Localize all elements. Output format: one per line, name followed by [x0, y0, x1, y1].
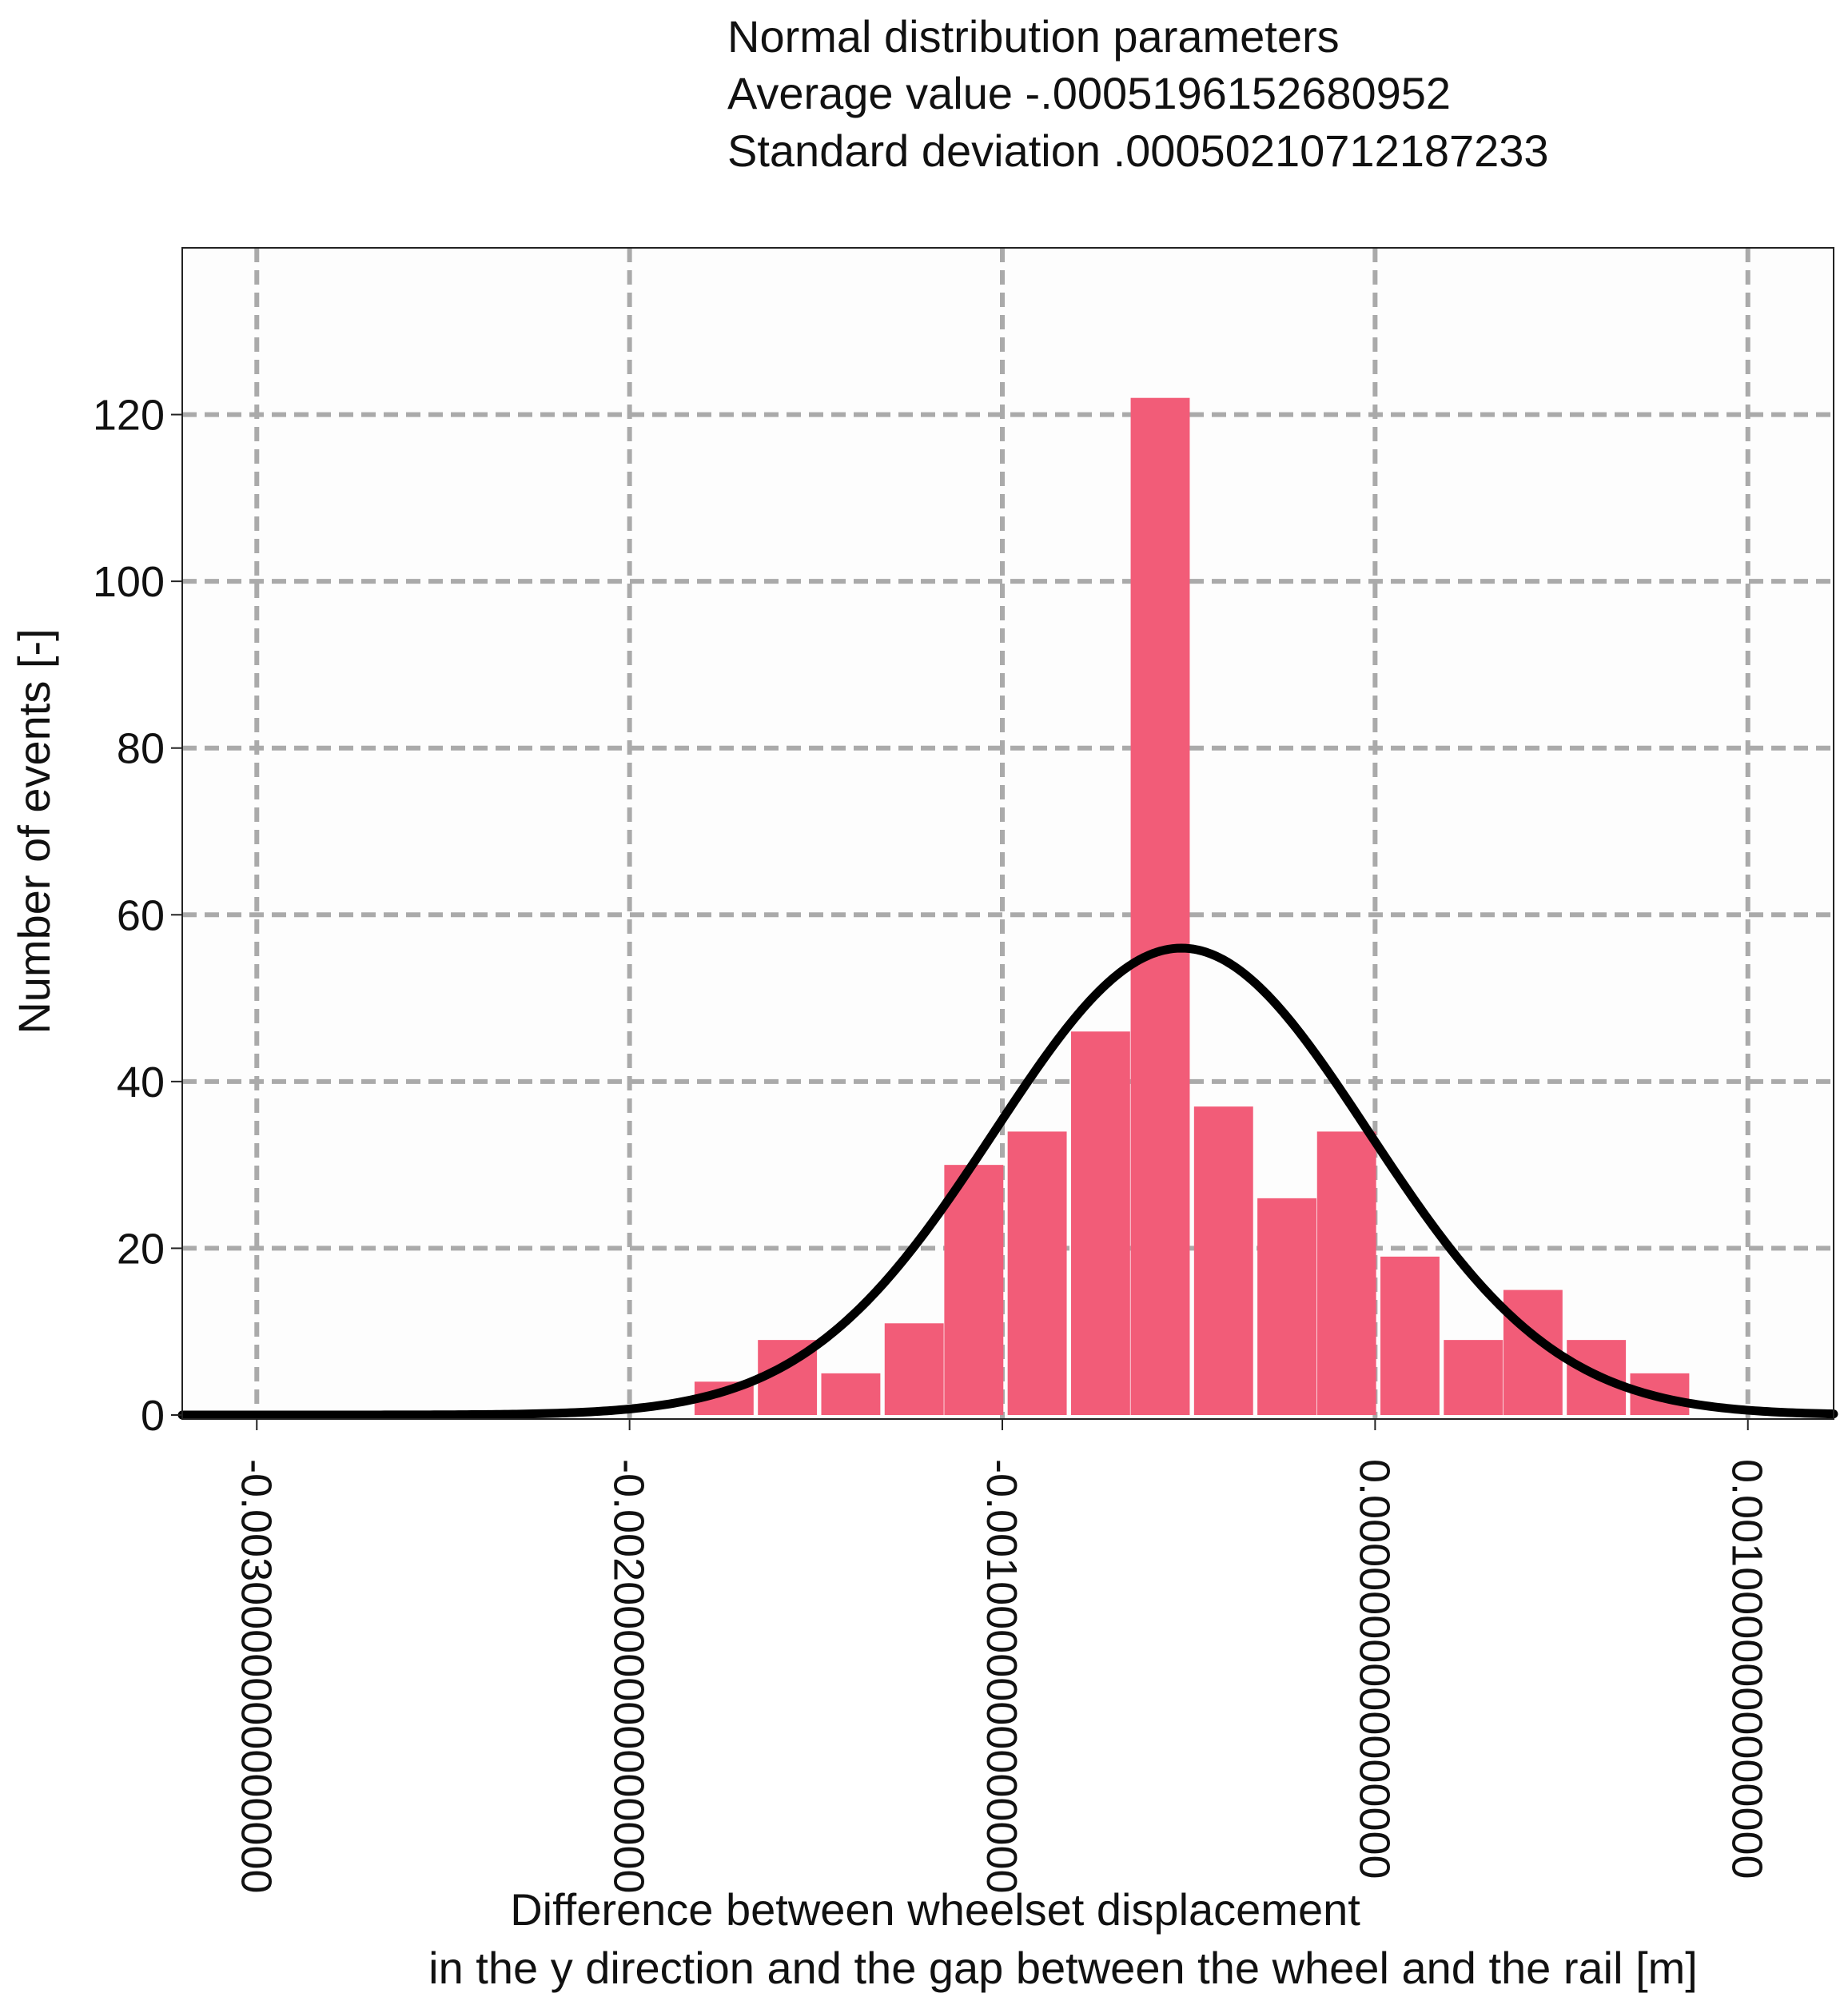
x-tick-label: -0.0030000000000000 [232, 1459, 280, 1894]
x-axis-title-line1: Difference between wheelset displacement [510, 1884, 1360, 1935]
y-tick-label: 120 [93, 392, 165, 440]
x-tick-label: 0.0000000000000000 [1350, 1459, 1398, 1879]
y-tick-label: 20 [117, 1225, 165, 1273]
info-title: Normal distribution parameters [727, 11, 1340, 62]
x-axis-title-line2: in the y direction and the gap between t… [428, 1943, 1698, 1993]
y-axis-title: Number of events [-] [9, 628, 59, 1034]
histogram-bar [821, 1373, 881, 1415]
x-tick-label: 0.0010000000000000 [1723, 1459, 1771, 1879]
x-tick-label: -0.0020000000000000 [605, 1459, 653, 1894]
normal-curve-layer [177, 943, 1838, 1420]
histogram-bar [1130, 397, 1190, 1415]
normal-fit-curve [177, 943, 1838, 1420]
histogram-bar [1316, 1131, 1376, 1415]
info-average-value: Average value -.0005196152680952 [727, 68, 1451, 118]
histogram-bar [1257, 1198, 1317, 1415]
y-tick-label: 60 [117, 891, 165, 939]
x-axis-ticks: -0.0030000000000000 -0.0020000000000000 -0… [232, 1419, 1771, 1894]
histogram-bar [944, 1165, 1004, 1415]
y-tick-label: 40 [117, 1058, 165, 1106]
histogram-bar [1193, 1106, 1253, 1415]
info-standard-deviation: Standard deviation .00050210712187233 [727, 126, 1549, 176]
histogram-bar [1380, 1256, 1440, 1415]
histogram-bar [1070, 1031, 1130, 1415]
histogram-bar [1007, 1131, 1067, 1415]
plot-frame [181, 247, 1834, 1420]
histogram-bar [1444, 1340, 1503, 1415]
distribution-parameters: Normal distribution parameters Average v… [727, 11, 1549, 176]
y-tick-label: 100 [93, 558, 165, 606]
y-tick-label: 80 [117, 725, 165, 773]
y-tick-label: 0 [141, 1392, 165, 1440]
histogram-bar [884, 1323, 944, 1415]
y-axis-ticks: 0 20 40 60 80 100 120 [93, 392, 182, 1440]
x-tick-label: -0.0010000000000000 [978, 1459, 1026, 1894]
